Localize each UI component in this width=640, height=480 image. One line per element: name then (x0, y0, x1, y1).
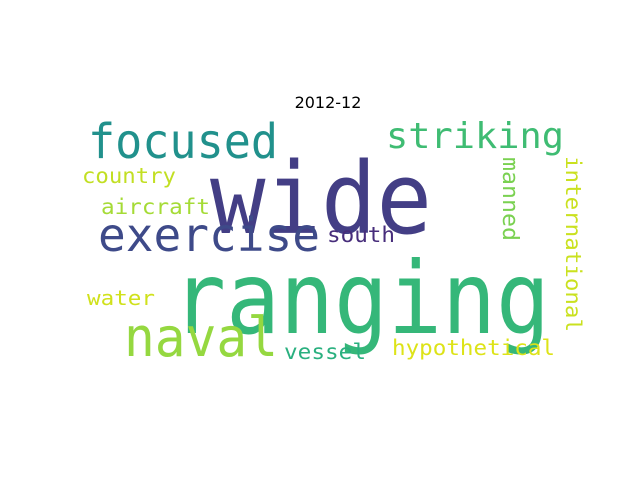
word-naval: naval (124, 306, 278, 369)
word-exercise: exercise (98, 208, 320, 262)
word-focused: focused (88, 114, 278, 170)
figure-title: 2012-12 (294, 93, 362, 112)
word-water: water (87, 286, 155, 310)
word-hypothetical: hypothetical (392, 336, 555, 360)
word-vessel: vessel (284, 340, 366, 364)
word-ranging: ranging (172, 240, 550, 357)
wordcloud-background (81, 120, 564, 360)
word-international: international (561, 156, 585, 332)
word-manned: manned (497, 157, 522, 241)
word-wide: wide (210, 142, 432, 257)
word-striking: striking (386, 116, 564, 157)
word-south: south (327, 223, 395, 247)
word-aircraft: aircraft (101, 195, 210, 219)
word-country: country (82, 164, 176, 188)
